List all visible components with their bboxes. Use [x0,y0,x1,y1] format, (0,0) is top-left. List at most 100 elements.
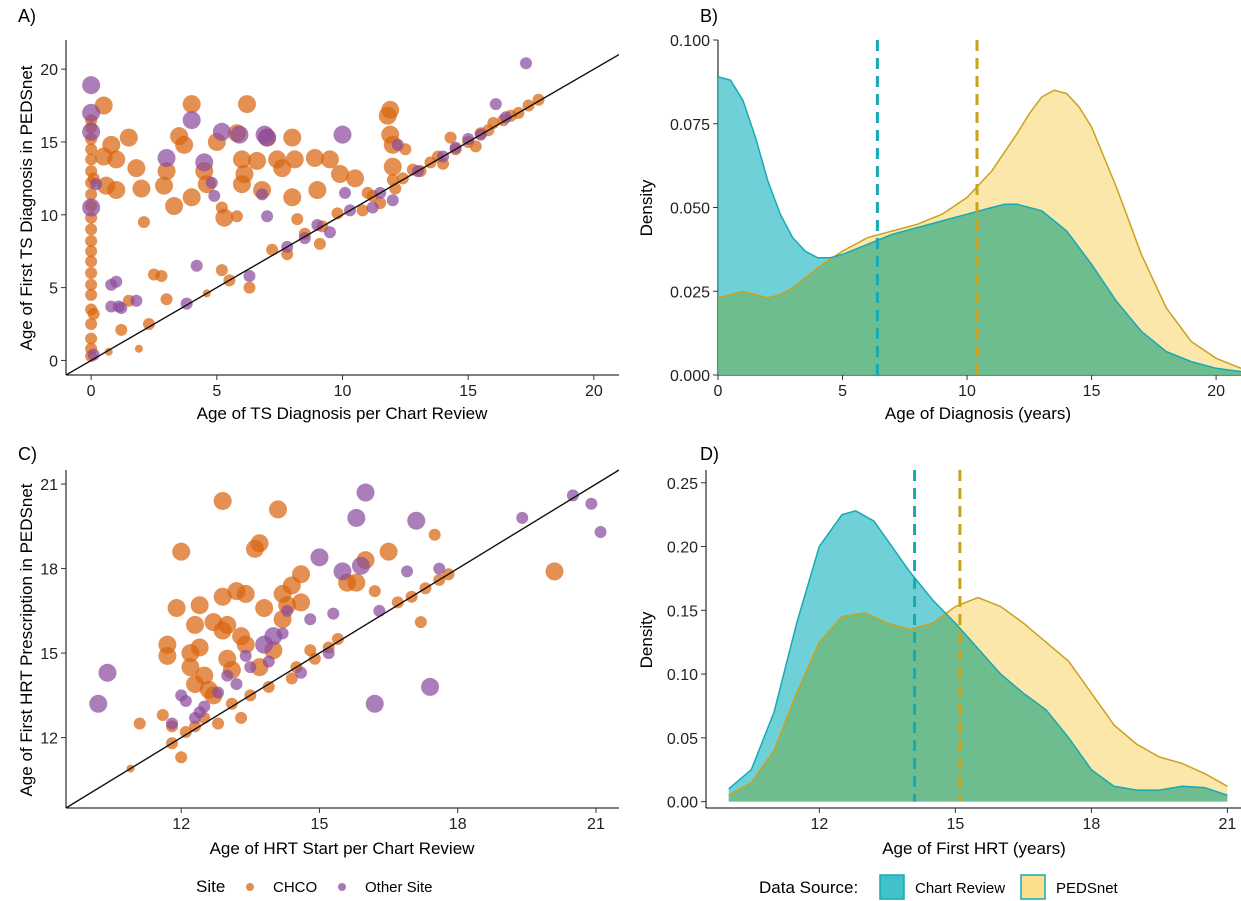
chco-point [137,216,150,229]
x-tick-label: 20 [1207,383,1225,400]
chco-point [283,128,302,147]
y-tick-label: 0.100 [670,33,710,50]
other-site-point [351,556,370,575]
chco-point [160,293,173,306]
y-tick-label: 0.025 [670,284,710,301]
other-site-point [115,302,128,314]
plot-area [66,53,619,375]
chco-point [285,150,304,169]
other-site-point [391,138,404,151]
y-tick-label: 18 [40,562,58,579]
other-site-point [98,663,117,682]
other-site-point [258,128,277,147]
chco-point [85,267,98,280]
plot-area [66,469,619,808]
chart-review-legend-label: Chart Review [915,880,1005,897]
chco-point [331,633,344,645]
y-tick-label: 0.075 [670,117,710,134]
other-site-point [190,259,203,272]
chco-point [87,307,100,320]
other-site-point [157,148,176,167]
chco-point [85,223,98,236]
chco-point [368,585,381,598]
chco-point [268,500,287,519]
chco-point [182,95,201,114]
other-site-points [89,483,607,730]
chco-point [107,150,126,169]
x-tick-label: 18 [449,816,467,833]
other-site-point [333,125,352,144]
other-site-point [208,189,221,202]
y-axis-label: Density [637,179,656,236]
chco-point [179,725,192,738]
pedsnet-density-line [718,89,1241,369]
y-tick-label: 5 [49,281,58,298]
chco-point [273,159,292,178]
other-site-point [516,511,529,524]
other-site-point [82,198,101,217]
chco-point [115,323,128,336]
chco-point [381,100,400,119]
other-site-point [519,57,532,70]
chco-point [142,318,155,331]
chco-point [132,179,151,198]
chco-point [85,255,98,268]
x-tick-label: 15 [311,816,329,833]
chco-point [383,157,402,176]
chco-point [134,344,143,353]
chco-point [85,318,98,331]
chco-point [243,281,256,294]
chco-point [347,573,366,592]
y-tick-label: 12 [40,731,58,748]
chco-point [346,169,365,188]
chco-point [133,717,146,730]
panel-b: B) 0 5 10 15 20 0.000 0.025 0.050 0.075 0.100 Age o… [637,6,1241,423]
other-site-point [90,178,103,191]
other-site-point [304,613,317,626]
reference-line [66,469,619,808]
site-legend: Site CHCO Other Site [196,877,433,896]
chco-point [215,264,228,277]
chco-point [292,565,311,584]
chco-point [235,711,248,724]
chco-point [181,658,200,677]
chart-review-density-line [728,509,1228,796]
chco-point [189,720,202,733]
chco-point [308,181,327,200]
chco-point [158,635,177,654]
x-axis-label: Age of HRT Start per Chart Review [210,839,476,858]
y-tick-label: 15 [40,646,58,663]
other-site-point [198,700,211,713]
y-axis-label: Density [637,611,656,668]
panel-c: C) 12 15 18 21 12 15 18 21 Age of HRT Start per C… [17,444,619,858]
x-tick-label: 5 [838,383,847,400]
chco-point [127,159,146,178]
x-tick-label: 15 [946,816,964,833]
chco-point [107,181,126,200]
other-site-point [585,497,598,510]
x-tick-label: 21 [1218,816,1236,833]
x-tick-label: 15 [459,383,477,400]
x-tick-label: 0 [87,383,96,400]
chco-point [218,615,237,634]
chco-point [308,652,321,665]
chco-point [255,599,274,618]
other-site-point [262,655,275,668]
other-site-point [165,717,178,730]
chco-point [313,237,326,250]
panel-label: A) [18,6,36,26]
chco-point [248,151,267,170]
chco-point [292,593,311,612]
chco-points [126,491,564,773]
chco-point [320,150,339,169]
chco-point [85,278,98,291]
other-site-point [130,294,143,307]
chco-point [444,131,457,144]
other-site-point [239,649,252,662]
y-tick-label: 0.25 [667,476,698,493]
chco-point [85,235,98,247]
chco-point [212,717,225,730]
chco-point [165,197,184,216]
chco-point [356,204,369,217]
